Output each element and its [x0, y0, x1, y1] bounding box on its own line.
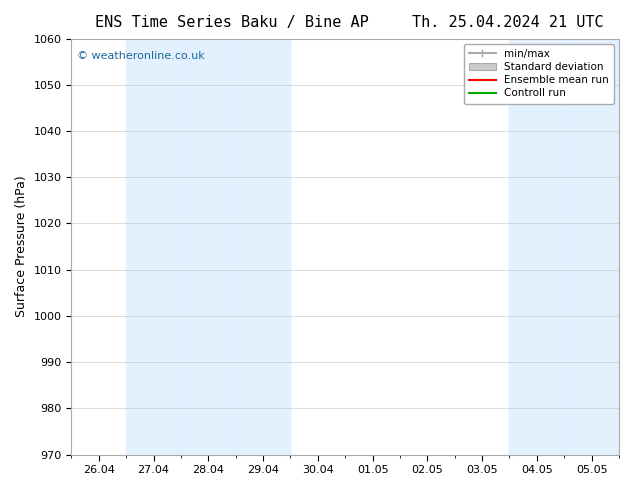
Text: © weatheronline.co.uk: © weatheronline.co.uk — [77, 51, 205, 61]
Bar — [181, 39, 236, 455]
Text: ENS Time Series Baku / Bine AP: ENS Time Series Baku / Bine AP — [95, 15, 369, 30]
Bar — [564, 39, 619, 455]
Bar — [510, 39, 564, 455]
Text: Th. 25.04.2024 21 UTC: Th. 25.04.2024 21 UTC — [412, 15, 604, 30]
Bar — [126, 39, 181, 455]
Bar — [236, 39, 290, 455]
Legend: min/max, Standard deviation, Ensemble mean run, Controll run: min/max, Standard deviation, Ensemble me… — [464, 44, 614, 103]
Y-axis label: Surface Pressure (hPa): Surface Pressure (hPa) — [15, 176, 28, 318]
